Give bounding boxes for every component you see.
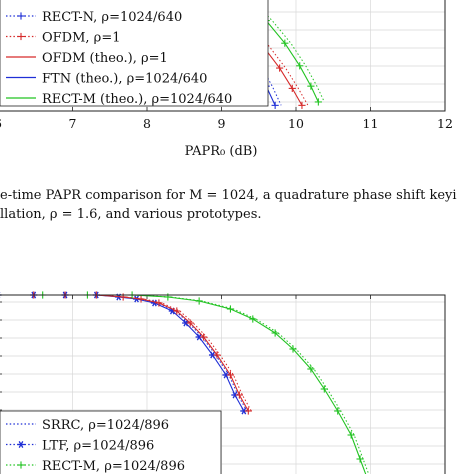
top-legend-label: OFDM (theo.), ρ=1 — [42, 51, 168, 66]
bottom-legend-label: SRRC, ρ=1024/896 — [42, 418, 169, 433]
top-series-marker — [296, 62, 304, 70]
bottom-series-marker — [195, 297, 203, 305]
bottom-series-dotted-line — [1, 294, 248, 412]
top-legend-box — [0, 0, 269, 107]
top-x-tick-label: 8 — [143, 116, 151, 131]
bottom-series-marker — [226, 305, 235, 313]
top-series-marker — [307, 82, 315, 90]
bottom-legend: SRRC, ρ=1024/896 LTF, ρ=1024/896 RECT-M, ρ… — [0, 410, 222, 474]
top-x-tick-label: 10 — [288, 116, 304, 131]
top-x-tick-label: 6 — [0, 116, 2, 131]
bottom-series-marker — [347, 431, 355, 439]
bottom-series-marker — [244, 407, 252, 415]
bottom-series-marker — [226, 371, 235, 379]
bottom-series-marker — [307, 365, 315, 373]
top-legend-label: RECT-M (theo.), ρ=1024/640 — [42, 92, 232, 107]
top-legend-marker — [17, 32, 25, 41]
bottom-series-marker — [249, 315, 257, 323]
bottom-legend-marker — [17, 441, 25, 448]
bottom-plot-frame — [0, 294, 446, 474]
bottom-series-marker — [200, 333, 208, 341]
bottom-legend-label: RECT-M, ρ=1024/896 — [42, 459, 185, 474]
top-legend-marker — [17, 12, 25, 20]
bottom-series-marker — [164, 293, 172, 301]
top-legend-label: RECT-N, ρ=1024/640 — [42, 10, 182, 25]
top-legend-label: FTN (theo.), ρ=1024/640 — [42, 72, 207, 87]
top-x-tick-label: 11 — [363, 116, 379, 131]
top-series-dotted-line — [227, 2, 309, 106]
bottom-series-marker — [235, 391, 243, 399]
top-series-marker — [276, 64, 284, 72]
bottom-chart: SRRC, ρ=1024/896 LTF, ρ=1024/896 RECT-M, ρ… — [0, 291, 446, 474]
bottom-series-marker — [320, 385, 328, 393]
bottom-series-dotted-line — [1, 294, 252, 412]
top-x-tick-label: 7 — [69, 116, 77, 131]
top-chart: 6 7 8 9 10 11 12 PAPR₀ (dB) RECT-N, ρ=1024/640… — [0, 0, 453, 159]
bottom-series-marker — [271, 329, 279, 337]
bottom-legend-label: LTF, ρ=1024/896 — [42, 439, 154, 454]
top-series-marker — [271, 101, 279, 109]
bottom-series-marker — [289, 345, 297, 353]
bottom-series-marker — [155, 299, 163, 307]
bottom-series-marker — [186, 319, 194, 327]
bottom-legend-marker — [17, 461, 25, 469]
top-x-tick-label: 9 — [218, 116, 226, 131]
caption-line-2: llation, ρ = 1.6, and various prototypes… — [0, 207, 262, 222]
bottom-series-marker — [334, 407, 342, 415]
bottom-series-marker — [356, 455, 364, 463]
bottom-series-marker — [137, 295, 145, 303]
bottom-series-line — [0, 294, 245, 412]
top-series-marker — [281, 39, 289, 47]
bottom-legend-box — [0, 410, 222, 474]
top-series-marker — [298, 101, 306, 109]
caption-line-1: e-time PAPR comparison for M = 1024, a q… — [0, 188, 457, 203]
top-series-dotted-line — [251, 0, 325, 103]
top-series-marker — [288, 84, 296, 92]
top-legend-label: OFDM, ρ=1 — [42, 31, 120, 46]
top-x-axis-label: PAPR₀ (dB) — [185, 144, 258, 159]
bottom-series-marker — [173, 307, 181, 315]
top-series-marker — [314, 98, 322, 106]
bottom-series-marker — [213, 351, 221, 359]
top-legend: RECT-N, ρ=1024/640 OFDM, ρ=1 OFDM (theo.),… — [0, 0, 269, 107]
top-x-axis-ticks: 6 7 8 9 10 11 12 — [0, 107, 453, 131]
top-x-tick-label: 12 — [437, 116, 453, 131]
